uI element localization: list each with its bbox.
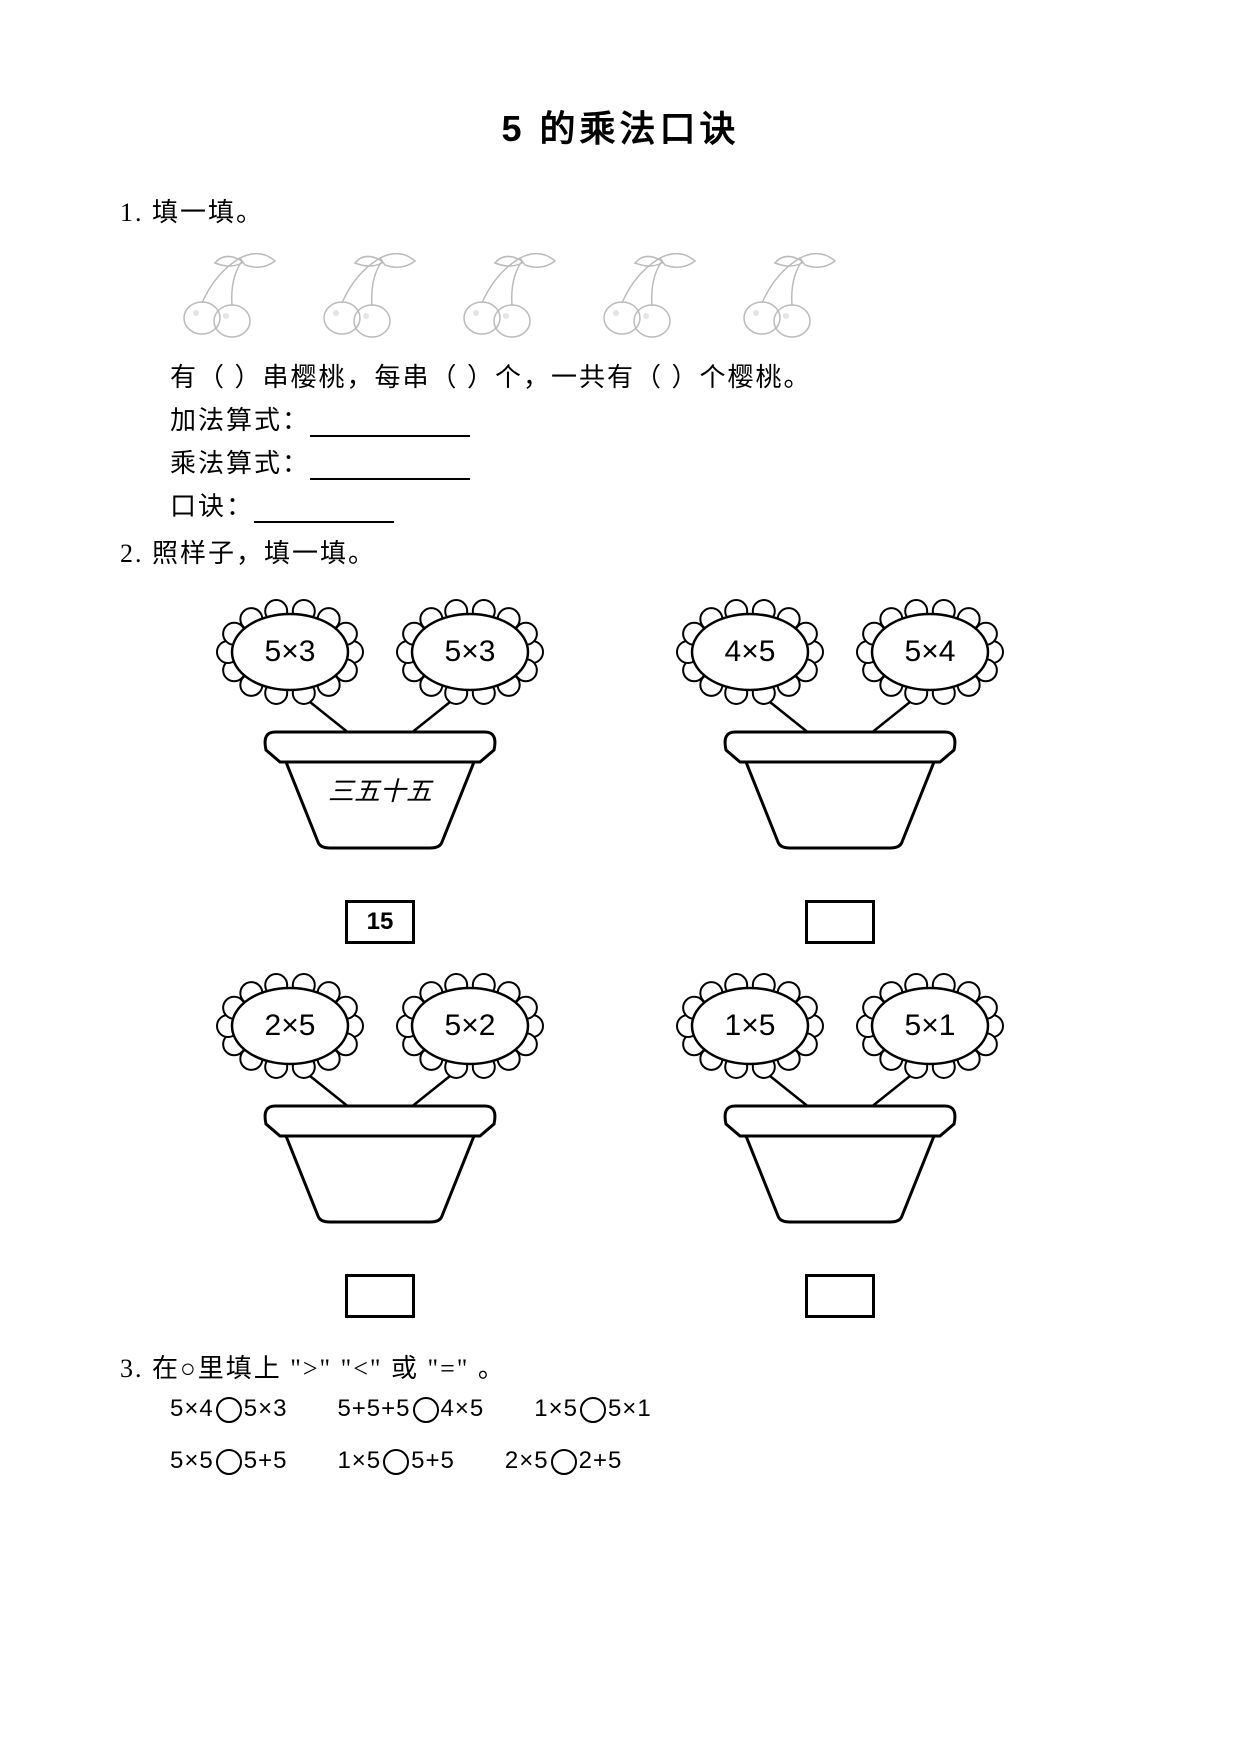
- q3-row: 5×55+5 1×55+5 2×52+5: [170, 1447, 1121, 1475]
- cherry-icon: [590, 243, 710, 343]
- svg-text:5×3: 5×3: [265, 635, 316, 668]
- svg-text:5×4: 5×4: [905, 635, 956, 668]
- q3-row: 5×45×3 5+5+54×5 1×55×1: [170, 1395, 1121, 1423]
- answer-box[interactable]: [805, 1274, 875, 1318]
- compare-circle[interactable]: [413, 1397, 439, 1423]
- cherry-icon: [310, 243, 430, 343]
- q3-heading: 3. 在○里填上 ">" "<" 或 "=" 。: [120, 1348, 1121, 1385]
- svg-text:5×1: 5×1: [905, 1009, 956, 1042]
- cherry-icon: [730, 243, 850, 343]
- svg-text:三五十五: 三五十五: [328, 777, 434, 806]
- q1-sentence: 有（ ）串樱桃，每串（ ）个，一共有（ ）个樱桃。: [170, 357, 1121, 394]
- q1-multiplication: 乘法算式：: [170, 443, 1121, 480]
- cherry-icon: [170, 243, 290, 343]
- pot-unit: 4×5 5×4: [640, 590, 1040, 944]
- q3-label: 在○里填上 ">" "<" 或 "=" 。: [152, 1354, 506, 1383]
- pot-unit: 5×3 5×3 三五十五 15: [180, 590, 580, 944]
- blank-multiplication[interactable]: [310, 454, 470, 480]
- svg-text:5×2: 5×2: [445, 1009, 496, 1042]
- flowerpot-icon: 5×3 5×3 三五十五: [180, 590, 580, 850]
- flowerpot-icon: 4×5 5×4: [640, 590, 1040, 850]
- q1-addition: 加法算式：: [170, 400, 1121, 437]
- compare-circle[interactable]: [580, 1397, 606, 1423]
- cherry-icon: [450, 243, 570, 343]
- q1-number: 1.: [120, 198, 144, 227]
- q3-rows: 5×45×3 5+5+54×5 1×55×1 5×55+5 1×55+5 2×52+5: [170, 1395, 1121, 1475]
- q1-addition-label: 加法算式：: [170, 406, 310, 435]
- page-title: 5 的乘法口诀: [120, 100, 1121, 152]
- answer-box[interactable]: [345, 1274, 415, 1318]
- flowerpot-icon: 2×5 5×2: [180, 964, 580, 1224]
- svg-text:4×5: 4×5: [725, 635, 776, 668]
- pot-unit: 2×5 5×2: [180, 964, 580, 1318]
- blank-addition[interactable]: [310, 411, 470, 437]
- q3-expression: 2×52+5: [505, 1447, 622, 1475]
- answer-box[interactable]: [805, 900, 875, 944]
- q3-expression: 1×55+5: [337, 1447, 454, 1475]
- blank-rhyme[interactable]: [254, 497, 394, 523]
- q1-rhyme-label: 口诀：: [170, 492, 254, 521]
- svg-text:1×5: 1×5: [725, 1009, 776, 1042]
- svg-text:2×5: 2×5: [265, 1009, 316, 1042]
- q3-number: 3.: [120, 1354, 144, 1383]
- q3-expression: 5×45×3: [170, 1395, 287, 1423]
- q3-expression: 5+5+54×5: [337, 1395, 484, 1423]
- svg-text:5×3: 5×3: [445, 635, 496, 668]
- flowerpot-icon: 1×5 5×1: [640, 964, 1040, 1224]
- q1-mult-label: 乘法算式：: [170, 449, 310, 478]
- q1-heading: 1. 填一填。: [120, 192, 1121, 229]
- q3-expression: 1×55×1: [534, 1395, 651, 1423]
- answer-box[interactable]: 15: [345, 900, 415, 944]
- q3-expression: 5×55+5: [170, 1447, 287, 1475]
- compare-circle[interactable]: [551, 1449, 577, 1475]
- pot-unit: 1×5 5×1: [640, 964, 1040, 1318]
- compare-circle[interactable]: [216, 1397, 242, 1423]
- q1-rhyme: 口诀：: [170, 486, 1121, 523]
- cherry-row: [170, 243, 1121, 343]
- q2-label: 照样子，填一填。: [152, 539, 376, 568]
- q2-heading: 2. 照样子，填一填。: [120, 533, 1121, 570]
- compare-circle[interactable]: [383, 1449, 409, 1475]
- q1-label: 填一填。: [152, 198, 264, 227]
- pots-grid: 5×3 5×3 三五十五 15 4×5 5×4: [180, 590, 1020, 1318]
- q2-number: 2.: [120, 539, 144, 568]
- compare-circle[interactable]: [216, 1449, 242, 1475]
